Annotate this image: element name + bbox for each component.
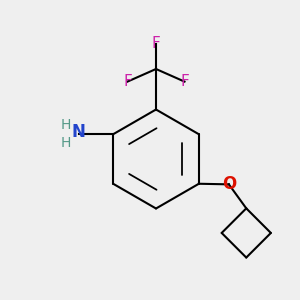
Text: O: O	[222, 175, 236, 194]
Text: F: F	[152, 36, 160, 51]
Text: H: H	[61, 118, 71, 132]
Text: F: F	[180, 74, 189, 89]
Text: F: F	[123, 74, 132, 89]
Text: N: N	[72, 123, 86, 141]
Text: H: H	[61, 136, 71, 150]
